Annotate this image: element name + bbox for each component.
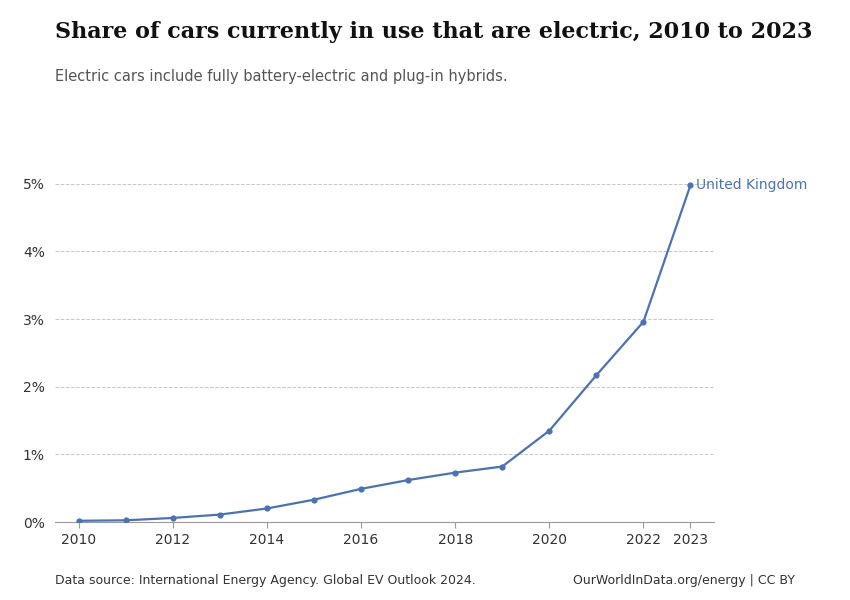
Point xyxy=(496,462,509,472)
Point xyxy=(401,475,415,485)
Text: Data source: International Energy Agency. Global EV Outlook 2024.: Data source: International Energy Agency… xyxy=(55,574,476,587)
Text: Share of cars currently in use that are electric, 2010 to 2023: Share of cars currently in use that are … xyxy=(55,21,813,43)
Point xyxy=(683,181,697,190)
Point xyxy=(119,515,133,525)
Text: United Kingdom: United Kingdom xyxy=(696,178,808,192)
Point xyxy=(637,317,650,326)
Point xyxy=(260,503,274,513)
Point xyxy=(72,516,86,526)
Point xyxy=(449,468,462,478)
Text: Electric cars include fully battery-electric and plug-in hybrids.: Electric cars include fully battery-elec… xyxy=(55,69,507,84)
Point xyxy=(307,495,320,505)
Text: OurWorldInData.org/energy | CC BY: OurWorldInData.org/energy | CC BY xyxy=(573,574,795,587)
Point xyxy=(354,484,368,494)
Point xyxy=(166,513,179,523)
Point xyxy=(213,510,227,520)
Point xyxy=(590,370,604,380)
Text: in Data: in Data xyxy=(744,40,788,49)
Point xyxy=(542,426,556,436)
Text: Our World: Our World xyxy=(734,23,797,33)
